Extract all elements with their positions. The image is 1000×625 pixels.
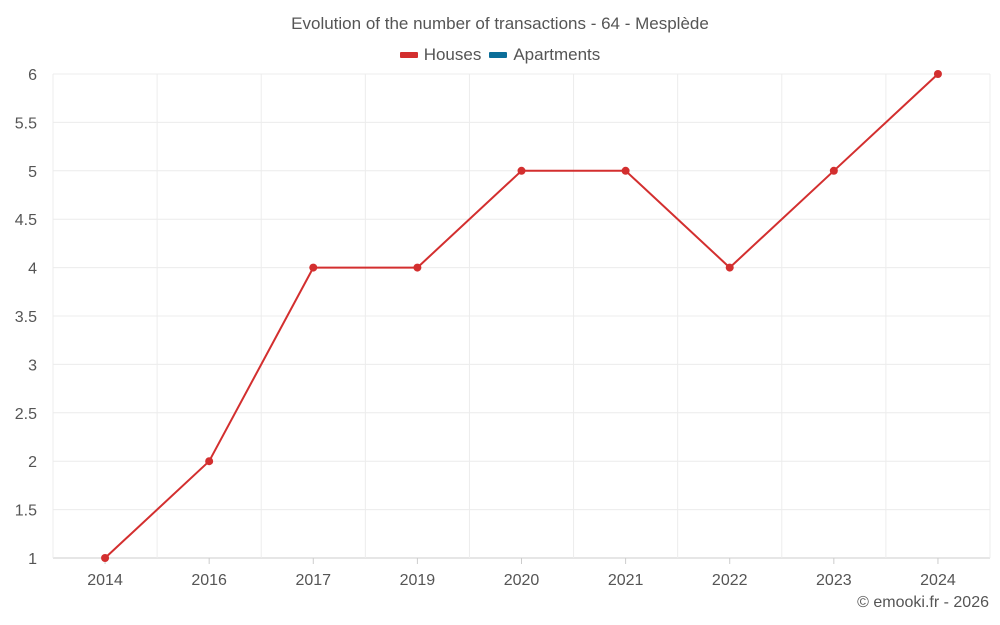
y-tick-label: 3.5 [15, 309, 37, 326]
x-tick-label: 2022 [712, 572, 748, 589]
y-tick-label: 1.5 [15, 503, 37, 520]
x-tick-label: 2019 [400, 572, 436, 589]
data-point-houses [205, 457, 214, 466]
y-tick-label: 1 [28, 551, 37, 568]
y-tick-label: 5 [28, 164, 37, 181]
footer-credit: © emooki.fr - 2026 [857, 594, 989, 611]
chart-title: Evolution of the number of transactions … [291, 14, 709, 33]
y-tick-label: 6 [28, 67, 37, 84]
data-point-houses [101, 554, 110, 562]
data-point-houses [725, 263, 734, 272]
y-tick-label: 5.5 [15, 115, 37, 132]
x-tick-label: 2014 [87, 572, 123, 589]
data-point-houses [829, 166, 838, 175]
legend-label-apartments: Apartments [513, 45, 601, 64]
legend-item-houses[interactable]: Houses [399, 45, 482, 65]
legend-label-houses: Houses [423, 45, 482, 64]
data-point-houses [621, 166, 630, 175]
legend-swatch-houses [399, 52, 418, 58]
y-tick-label: 2 [28, 454, 37, 471]
data-point-houses [933, 70, 942, 78]
data-point-houses [309, 263, 318, 272]
legend-item-apartments[interactable]: Apartments [489, 45, 600, 65]
y-tick-label: 2.5 [15, 406, 37, 423]
x-tick-label: 2016 [191, 572, 227, 589]
y-tick-label: 4 [28, 261, 37, 278]
chart-legend: Houses Apartments [0, 45, 1000, 65]
x-tick-label: 2017 [295, 572, 331, 589]
y-tick-label: 4.5 [15, 212, 37, 229]
x-tick-label: 2021 [608, 572, 644, 589]
data-point-houses [413, 263, 422, 272]
x-tick-label: 2023 [816, 572, 852, 589]
y-tick-label: 3 [28, 357, 37, 374]
legend-swatch-apartments [489, 52, 508, 58]
x-tick-label: 2020 [504, 572, 540, 589]
x-tick-label: 2024 [920, 572, 956, 589]
data-point-houses [517, 166, 526, 175]
